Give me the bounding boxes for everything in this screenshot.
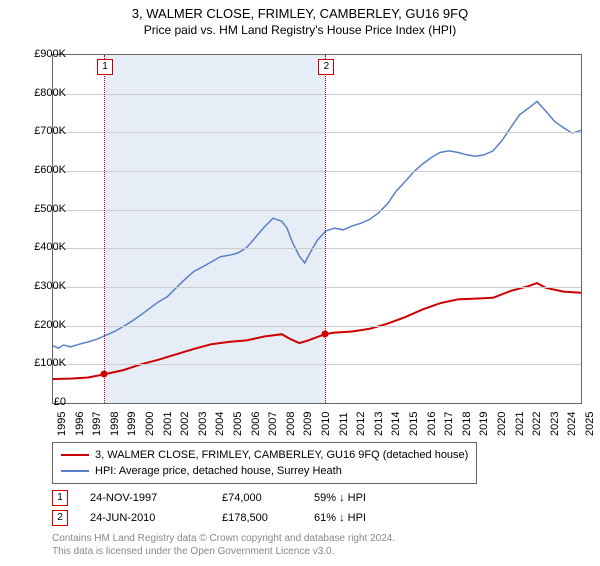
x-axis-label: 2019: [478, 412, 490, 436]
gridline: [53, 326, 581, 327]
x-axis-label: 2001: [162, 412, 174, 436]
x-axis-label: 1995: [56, 412, 68, 436]
x-axis-label: 2003: [197, 412, 209, 436]
x-axis-label: 2023: [549, 412, 561, 436]
x-axis-label: 2025: [584, 412, 596, 436]
sale-vline: [104, 55, 105, 403]
x-axis-label: 2012: [355, 412, 367, 436]
sale-date: 24-JUN-2010: [90, 512, 200, 524]
legend-label: HPI: Average price, detached house, Surr…: [95, 465, 342, 477]
x-axis-label: 2022: [531, 412, 543, 436]
x-axis-label: 2013: [373, 412, 385, 436]
sale-row-1: 1 24-NOV-1997 £74,000 59% ↓ HPI: [52, 490, 366, 506]
gridline: [53, 171, 581, 172]
sale-price: £74,000: [222, 492, 292, 504]
sale-point-1: [101, 371, 108, 378]
chart-title: 3, WALMER CLOSE, FRIMLEY, CAMBERLEY, GU1…: [0, 6, 600, 21]
sale-delta: 59% ↓ HPI: [314, 492, 366, 504]
legend-item: HPI: Average price, detached house, Surr…: [61, 463, 468, 479]
legend-item: 3, WALMER CLOSE, FRIMLEY, CAMBERLEY, GU1…: [61, 447, 468, 463]
x-axis-label: 2004: [214, 412, 226, 436]
x-axis-label: 2009: [302, 412, 314, 436]
x-axis-label: 2005: [232, 412, 244, 436]
y-axis-label: £700K: [18, 125, 66, 137]
legend-label: 3, WALMER CLOSE, FRIMLEY, CAMBERLEY, GU1…: [95, 449, 468, 461]
attribution-line1: Contains HM Land Registry data © Crown c…: [52, 532, 395, 545]
x-axis-label: 2002: [179, 412, 191, 436]
gridline: [53, 248, 581, 249]
gridline: [53, 210, 581, 211]
x-axis-label: 2024: [566, 412, 578, 436]
x-axis-label: 1999: [126, 412, 138, 436]
x-axis-label: 2021: [514, 412, 526, 436]
chart-plot-area: 12: [52, 54, 582, 404]
x-axis-label: 2017: [443, 412, 455, 436]
x-axis-label: 2007: [267, 412, 279, 436]
x-axis-label: 2014: [390, 412, 402, 436]
sale-row-marker: 2: [52, 510, 68, 526]
y-axis-label: £600K: [18, 164, 66, 176]
x-axis-label: 2015: [408, 412, 420, 436]
sale-row-2: 2 24-JUN-2010 £178,500 61% ↓ HPI: [52, 510, 366, 526]
y-axis-label: £200K: [18, 319, 66, 331]
y-axis-label: £0: [18, 396, 66, 408]
sale-marker-2: 2: [318, 59, 334, 75]
sale-vline: [325, 55, 326, 403]
x-axis-label: 2011: [338, 412, 350, 436]
sale-marker-1: 1: [97, 59, 113, 75]
sale-row-marker: 1: [52, 490, 68, 506]
x-axis-label: 1998: [109, 412, 121, 436]
y-axis-label: £100K: [18, 357, 66, 369]
sale-point-2: [322, 330, 329, 337]
sale-price: £178,500: [222, 512, 292, 524]
x-axis-label: 1996: [74, 412, 86, 436]
x-axis-label: 2006: [250, 412, 262, 436]
sale-date: 24-NOV-1997: [90, 492, 200, 504]
y-axis-label: £300K: [18, 280, 66, 292]
y-axis-label: £400K: [18, 241, 66, 253]
chart-subtitle: Price paid vs. HM Land Registry's House …: [0, 23, 600, 37]
x-axis-label: 1997: [91, 412, 103, 436]
legend-swatch: [61, 454, 89, 456]
x-axis-label: 2008: [285, 412, 297, 436]
x-axis-label: 2020: [496, 412, 508, 436]
attribution: Contains HM Land Registry data © Crown c…: [52, 532, 395, 558]
y-axis-label: £500K: [18, 203, 66, 215]
y-axis-label: £800K: [18, 87, 66, 99]
series-blue: [53, 101, 581, 348]
x-axis-label: 2000: [144, 412, 156, 436]
x-axis-label: 2016: [426, 412, 438, 436]
x-axis-label: 2010: [320, 412, 332, 436]
attribution-line2: This data is licensed under the Open Gov…: [52, 545, 395, 558]
gridline: [53, 287, 581, 288]
x-axis-label: 2018: [461, 412, 473, 436]
gridline: [53, 94, 581, 95]
legend: 3, WALMER CLOSE, FRIMLEY, CAMBERLEY, GU1…: [52, 442, 477, 484]
legend-swatch: [61, 470, 89, 472]
gridline: [53, 132, 581, 133]
sale-delta: 61% ↓ HPI: [314, 512, 366, 524]
gridline: [53, 364, 581, 365]
y-axis-label: £900K: [18, 48, 66, 60]
